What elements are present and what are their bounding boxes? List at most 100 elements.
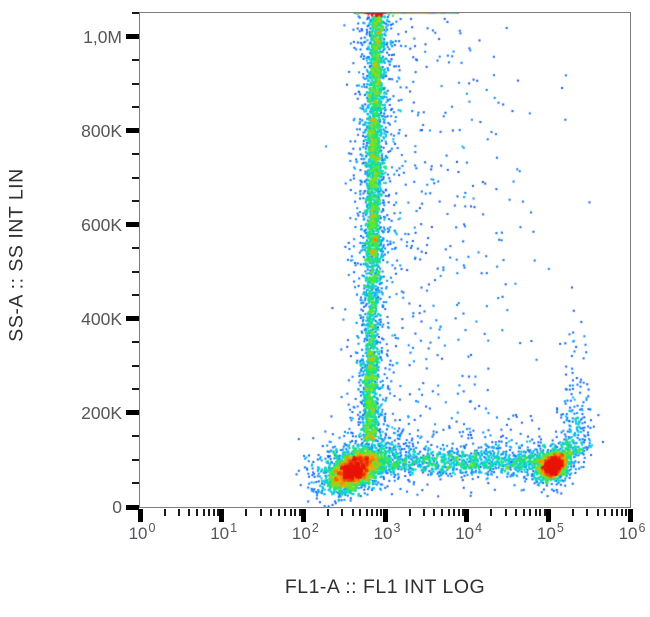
x-major-tick [382, 509, 388, 522]
scatter-canvas [140, 13, 630, 507]
x-major-tick [464, 509, 470, 522]
x-tick-base: 10 [455, 524, 475, 543]
x-minor-tick [298, 509, 301, 516]
x-major-tick [627, 509, 633, 522]
x-tick-base: 10 [210, 524, 230, 543]
x-tick-base: 10 [618, 524, 638, 543]
x-minor-tick [380, 509, 383, 516]
y-tick-label: 800K [81, 120, 122, 141]
y-major-tick [126, 316, 139, 322]
y-minor-tick [132, 247, 139, 250]
x-minor-tick [326, 509, 329, 516]
x-tick-exponent: 6 [638, 521, 646, 535]
y-tick-label: 400K [81, 308, 122, 329]
y-tick-label: 0 [112, 497, 122, 517]
y-minor-tick [132, 270, 139, 273]
x-minor-tick [447, 509, 450, 516]
x-tick-exponent: 2 [311, 521, 319, 535]
x-tick-exponent: 3 [393, 521, 401, 535]
x-minor-tick [408, 509, 411, 516]
x-minor-tick [196, 509, 199, 516]
y-major-tick [126, 222, 139, 228]
y-minor-tick [132, 200, 139, 203]
x-minor-tick [376, 509, 379, 516]
x-minor-tick [504, 509, 507, 516]
x-minor-tick [543, 509, 546, 516]
x-minor-tick [341, 509, 344, 516]
y-minor-tick [132, 388, 139, 391]
y-tick-label: 600K [81, 214, 122, 235]
x-minor-tick [529, 509, 532, 516]
x-minor-tick [202, 509, 205, 516]
x-tick-base: 10 [373, 524, 393, 543]
x-tick-label: 102 [281, 521, 329, 544]
x-tick-label: 101 [200, 521, 248, 544]
x-tick-exponent: 5 [556, 521, 564, 535]
x-tick-exponent: 0 [148, 521, 156, 535]
x-minor-tick [534, 509, 537, 516]
x-minor-tick [371, 509, 374, 516]
x-minor-tick [596, 509, 599, 516]
x-minor-tick [433, 509, 436, 516]
x-major-tick [545, 509, 551, 522]
x-minor-tick [621, 509, 624, 516]
y-minor-tick [132, 12, 139, 15]
y-axis-title: SS-A :: SS INT LIN [5, 168, 28, 342]
x-tick-label: 106 [608, 521, 650, 544]
x-minor-tick [422, 509, 425, 516]
x-minor-tick [522, 509, 525, 516]
x-tick-exponent: 1 [230, 521, 238, 535]
y-minor-tick [132, 176, 139, 179]
x-minor-tick [365, 509, 368, 516]
y-tick-label: 1,0M [83, 26, 122, 47]
x-minor-tick [610, 509, 613, 516]
x-minor-tick [259, 509, 262, 516]
y-major-tick [126, 128, 139, 134]
x-minor-tick [277, 509, 280, 516]
x-minor-tick [571, 509, 574, 516]
x-minor-tick [359, 509, 362, 516]
x-minor-tick [351, 509, 354, 516]
x-tick-base: 10 [128, 524, 148, 543]
x-minor-tick [625, 509, 628, 516]
y-minor-tick [132, 482, 139, 485]
x-minor-tick [269, 509, 272, 516]
x-minor-tick [245, 509, 248, 516]
x-tick-label: 105 [526, 521, 574, 544]
x-minor-tick [212, 509, 215, 516]
x-minor-tick [177, 509, 180, 516]
x-minor-tick [514, 509, 517, 516]
y-major-tick [126, 410, 139, 416]
x-minor-tick [216, 509, 219, 516]
y-minor-tick [132, 435, 139, 438]
x-tick-label: 104 [445, 521, 493, 544]
x-minor-tick [453, 509, 456, 516]
x-axis-title: FL1-A :: FL1 INT LOG [284, 576, 486, 598]
x-minor-tick [461, 509, 464, 516]
x-minor-tick [284, 509, 287, 516]
x-minor-tick [441, 509, 444, 516]
y-minor-tick [132, 59, 139, 62]
x-minor-tick [457, 509, 460, 516]
x-minor-tick [294, 509, 297, 516]
x-tick-exponent: 4 [475, 521, 483, 535]
x-minor-tick [539, 509, 542, 516]
x-major-tick [300, 509, 306, 522]
y-minor-tick [132, 82, 139, 85]
y-minor-tick [132, 153, 139, 156]
y-major-tick [126, 34, 139, 40]
x-minor-tick [163, 509, 166, 516]
x-minor-tick [604, 509, 607, 516]
x-minor-tick [188, 509, 191, 516]
x-major-tick [137, 509, 143, 522]
x-tick-label: 100 [118, 521, 166, 544]
x-minor-tick [586, 509, 589, 516]
x-minor-tick [289, 509, 292, 516]
x-minor-tick [490, 509, 493, 516]
y-minor-tick [132, 341, 139, 344]
x-tick-base: 10 [291, 524, 311, 543]
x-tick-label: 103 [363, 521, 411, 544]
y-major-tick [126, 504, 139, 510]
y-tick-label: 200K [81, 402, 122, 423]
